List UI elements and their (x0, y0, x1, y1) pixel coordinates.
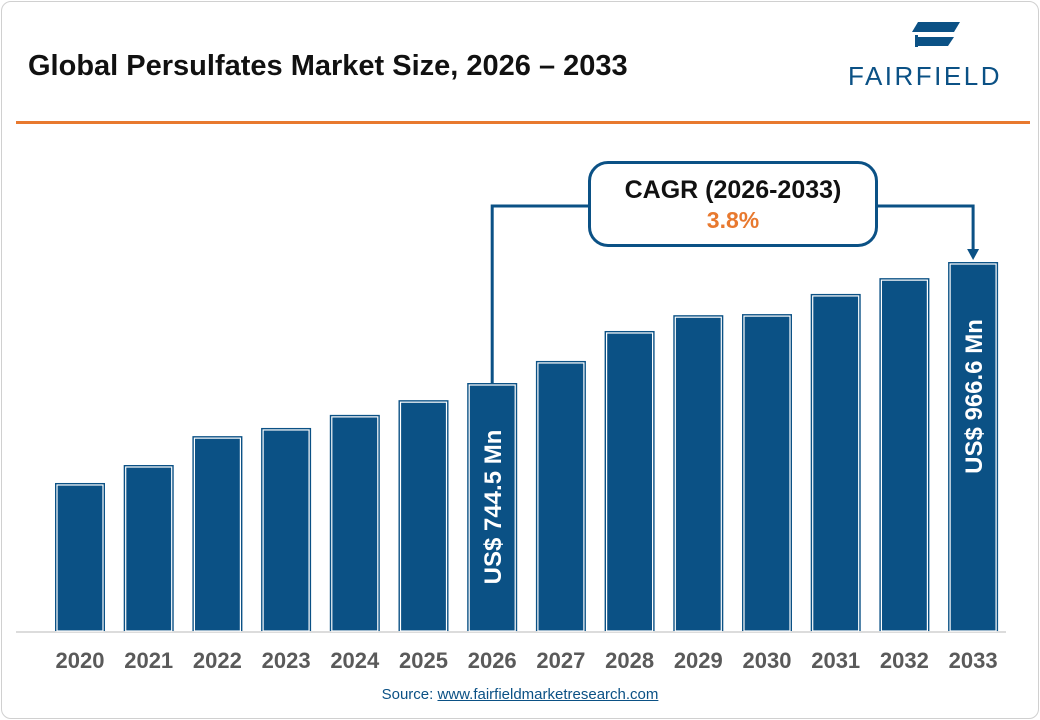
bar-inner-outline-2023 (262, 429, 310, 632)
bar-2033 (948, 262, 999, 631)
bar-inner-outline-2024 (331, 416, 379, 632)
data-label-2033: US$ 966.6 Mn (961, 319, 988, 474)
bar-2020 (55, 482, 105, 631)
bar-inner-outline-2028 (605, 332, 654, 632)
cagr-connector-right (876, 204, 975, 251)
arrow-down-icon (967, 249, 980, 261)
cagr-callout: CAGR (2026-2033) 3.8% (588, 161, 878, 247)
bar-inner-outline-2022 (193, 437, 241, 632)
bar-inner-outline-2029 (674, 316, 722, 632)
source-note: Source: www.fairfieldmarketresearch.com (0, 686, 1040, 703)
x-tick-label: 2024 (330, 648, 380, 673)
x-tick-label: 2026 (468, 648, 517, 673)
bar-inner-outline-2032 (880, 279, 929, 632)
x-tick-label: 2021 (124, 648, 173, 673)
x-tick-label: 2033 (949, 648, 998, 673)
chart-title: Global Persulfates Market Size, 2026 – 2… (28, 50, 628, 82)
cagr-label: CAGR (2026-2033) (624, 176, 842, 204)
bar-2032 (879, 278, 930, 631)
cagr-value: 3.8% (706, 207, 760, 233)
bar-2022 (192, 436, 243, 631)
bar-2023 (261, 427, 312, 631)
x-tick-label: 2028 (605, 648, 654, 673)
header-divider (16, 121, 1030, 124)
bar-2025 (398, 400, 449, 631)
x-tick-label: 2029 (674, 648, 723, 673)
x-tick-label: 2031 (811, 648, 860, 673)
bar-2031 (810, 293, 861, 631)
x-tick-label: 2023 (262, 648, 311, 673)
bar-inner-outline-2021 (125, 466, 173, 632)
bar-2026 (467, 383, 518, 631)
logo-mark-icon (912, 22, 960, 47)
logo-text: FAIRFIELD (848, 61, 1002, 91)
bar-2024 (329, 414, 380, 631)
cagr-connector-left (490, 204, 590, 384)
bar-inner-outline-2025 (399, 401, 448, 632)
bar-inner-outline-2027 (537, 362, 585, 632)
fairfield-logo: FAIRFIELD (848, 18, 1028, 91)
bar-inner-outline-2026 (468, 384, 516, 632)
bar-2021 (123, 464, 174, 631)
x-tick-label: 2020 (56, 648, 105, 673)
bar-2028 (604, 330, 655, 631)
bar-2027 (535, 360, 586, 631)
bar-inner-outline-2030 (743, 315, 791, 632)
source-link[interactable]: www.fairfieldmarketresearch.com (437, 686, 659, 703)
x-tick-label: 2032 (880, 648, 929, 673)
data-label-2026: US$ 744.5 Mn (480, 430, 507, 585)
source-prefix: Source: (381, 686, 438, 703)
x-tick-label: 2022 (193, 648, 242, 673)
x-tick-label: 2030 (743, 648, 792, 673)
x-tick-label: 2027 (536, 648, 585, 673)
bar-2029 (673, 315, 724, 631)
x-tick-label: 2025 (399, 648, 448, 673)
bar-inner-outline-2031 (812, 295, 860, 632)
bar-inner-outline-2020 (56, 484, 104, 632)
bar-inner-outline-2033 (949, 263, 997, 632)
bar-2030 (742, 314, 792, 631)
